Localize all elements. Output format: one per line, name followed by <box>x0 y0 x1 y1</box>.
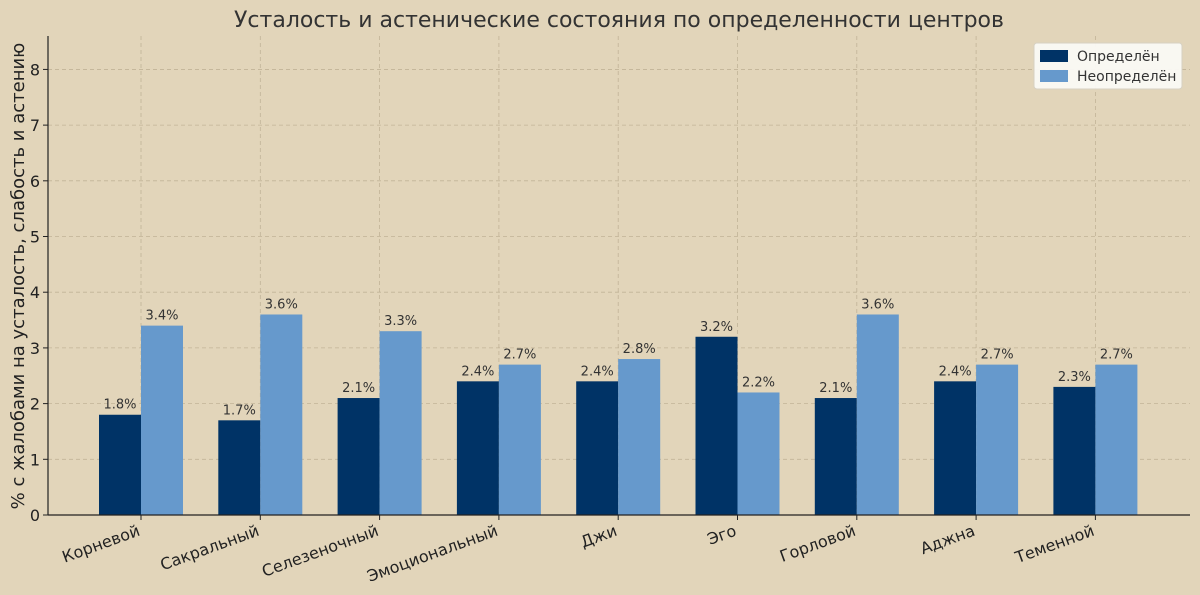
bar-defined <box>218 420 261 515</box>
x-tick-label: Корневой <box>60 521 143 567</box>
bar-defined <box>99 414 141 515</box>
bar-undefined <box>737 392 780 515</box>
bar-defined <box>576 381 619 515</box>
data-label: 3.2% <box>700 320 733 335</box>
y-tick-label: 5 <box>30 228 40 247</box>
y-tick-label: 6 <box>30 172 40 191</box>
bar-defined <box>814 398 857 515</box>
y-tick-label: 0 <box>30 506 40 525</box>
data-label: 2.2% <box>742 375 775 390</box>
data-label: 3.6% <box>265 297 298 312</box>
legend[interactable]: Определён Неопределён <box>1033 42 1183 90</box>
x-tick-label: Эмоциональный <box>365 521 501 586</box>
y-tick-label: 2 <box>30 395 40 414</box>
x-tick-label: Джи <box>578 521 620 552</box>
bar-defined <box>337 398 380 515</box>
x-tick-label: Горловой <box>777 521 858 566</box>
y-tick-label: 4 <box>30 283 40 302</box>
legend-swatch <box>1040 50 1068 62</box>
y-axis-label: % с жалобами на усталость, слабость и ас… <box>8 43 29 510</box>
legend-swatch <box>1040 70 1068 82</box>
bar-defined <box>934 381 977 515</box>
data-label: 2.7% <box>1100 348 1133 363</box>
y-tick-label: 8 <box>30 60 40 79</box>
data-label: 2.1% <box>342 381 375 396</box>
data-label: 2.1% <box>819 381 852 396</box>
bar-defined <box>1053 386 1096 515</box>
data-label: 1.8% <box>103 398 136 413</box>
legend-box <box>1033 42 1183 90</box>
y-tick-label: 1 <box>30 450 40 469</box>
x-tick-label: Эго <box>705 521 739 549</box>
data-label: 2.3% <box>1058 370 1091 385</box>
x-tick-label: Аджна <box>918 521 978 558</box>
data-label: 1.7% <box>223 403 256 418</box>
legend-label: Определён <box>1077 49 1160 65</box>
bar-undefined <box>856 314 899 515</box>
data-label: 2.8% <box>623 342 656 357</box>
bar-undefined <box>1095 364 1138 515</box>
x-tick-label: Теменной <box>1012 521 1097 567</box>
data-label: 2.4% <box>581 364 614 379</box>
data-label: 3.6% <box>861 297 894 312</box>
data-label: 3.3% <box>384 314 417 329</box>
bar-undefined <box>976 364 1019 515</box>
data-label: 2.4% <box>461 364 494 379</box>
data-label: 2.7% <box>981 348 1014 363</box>
bar-undefined <box>379 331 422 515</box>
data-label: 2.7% <box>503 348 536 363</box>
data-label: 2.4% <box>939 364 972 379</box>
bar-undefined <box>618 359 661 515</box>
data-label: 3.4% <box>145 309 178 324</box>
y-tick-label: 7 <box>30 116 40 135</box>
x-tick-label: Сакральный <box>158 521 262 574</box>
bar-defined <box>695 336 738 515</box>
y-tick-label: 3 <box>30 339 40 358</box>
legend-label: Неопределён <box>1077 69 1176 85</box>
x-tick-label: Селезеночный <box>259 521 381 581</box>
bar-defined <box>456 381 499 515</box>
chart-title: Усталость и астенические состояния по оп… <box>234 8 1004 33</box>
bars: 1.8% 1.7% 2.1% 2.4% 2.4% 3.2% 2.1% 2.4% 2.3% 3.4%… <box>99 297 1138 515</box>
bar-undefined <box>260 314 303 515</box>
bar-undefined <box>498 364 541 515</box>
bar-undefined <box>141 325 183 515</box>
